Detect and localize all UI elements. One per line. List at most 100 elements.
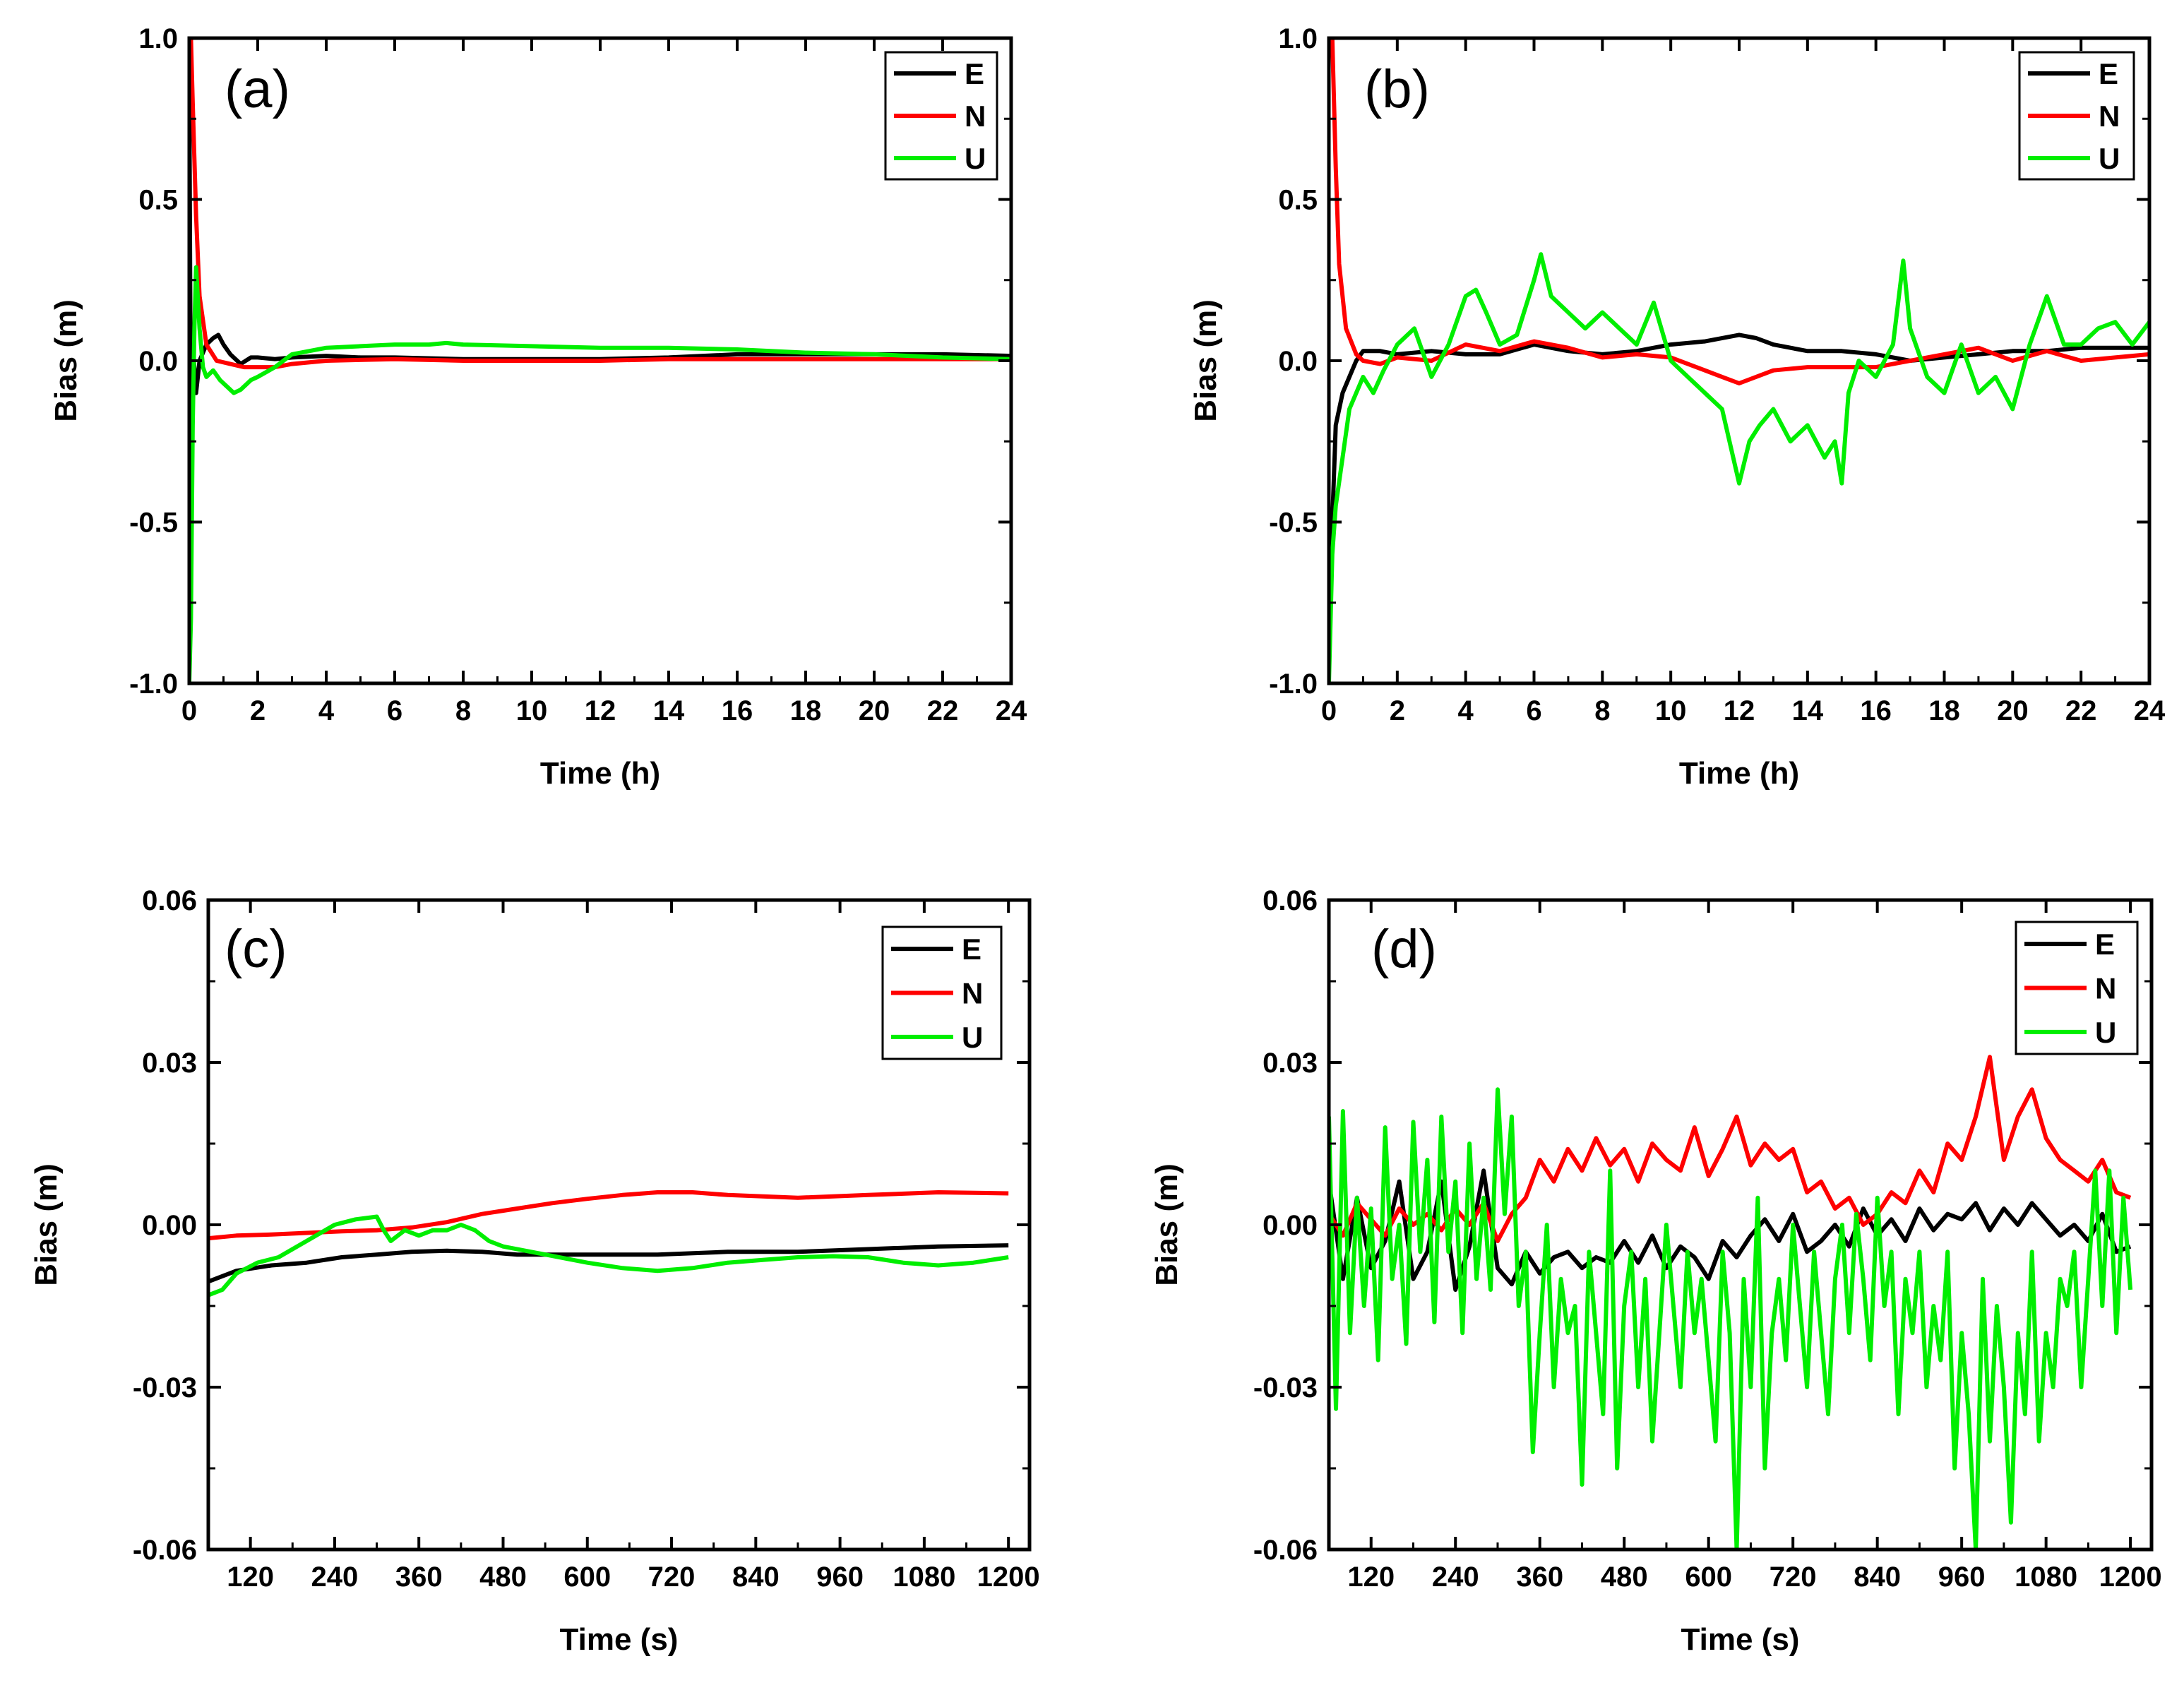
y-axis-title: Bias (m) [1188, 299, 1223, 422]
x-tick-label: 14 [653, 695, 685, 726]
series-group [208, 1190, 1009, 1298]
panel-b: 0 2 4 6 8 10 12 14 16 18 20 22 24-1.0-0.50.00.51.0Ti… [1188, 23, 2166, 791]
legend-label-E: E [2095, 928, 2115, 961]
panel-c: 120 240 360 480 600 720 840 960 1080 1200 -0.06 -0.… [29, 885, 1040, 1657]
y-tick-label: 0.5 [138, 185, 178, 216]
legend-label-N: N [2095, 972, 2116, 1005]
legend: ENU [884, 51, 998, 181]
x-tick-label: 960 [1938, 1562, 1986, 1593]
x-tick-label: 6 [1526, 695, 1541, 726]
x-tick-label: 10 [1655, 695, 1687, 726]
legend-label-U: U [2099, 142, 2120, 175]
series-line-U [1329, 252, 2149, 683]
x-tick-label: 0 [181, 695, 197, 726]
panel-a: 0 2 4 6 8 10 12 14 16 18 20 22 24-1.0-0.50.00.51.0Ti… [49, 23, 1027, 791]
y-tick-label: -0.06 [133, 1535, 197, 1566]
x-tick-label: 24 [996, 695, 1027, 726]
x-tick-label: 0 [1321, 695, 1337, 726]
x-tick-label: 18 [790, 695, 822, 726]
x-tick-label: 16 [1860, 695, 1892, 726]
legend-label-E: E [962, 933, 981, 966]
x-tick-label: 240 [1432, 1562, 1479, 1593]
series-line-U [208, 1214, 1009, 1298]
x-tick-label: 4 [318, 695, 335, 726]
x-tick-label: 20 [859, 695, 890, 726]
x-tick-label: 1080 [893, 1562, 955, 1593]
series-line-U [1329, 1087, 2133, 1550]
legend-label-U: U [962, 1021, 983, 1054]
x-tick-label: 1200 [977, 1562, 1040, 1593]
y-tick-label: 1.0 [138, 23, 178, 54]
x-tick-label: 2 [1390, 695, 1405, 726]
y-tick-label: -0.03 [1253, 1372, 1318, 1403]
x-tick-label: 960 [816, 1562, 864, 1593]
series-line-E [1329, 332, 2149, 603]
x-tick-label: 360 [395, 1562, 443, 1593]
x-tick-label: 360 [1516, 1562, 1563, 1593]
y-tick-label: -0.06 [1253, 1535, 1318, 1566]
x-tick-label: 240 [311, 1562, 359, 1593]
x-tick-label: 720 [1770, 1562, 1817, 1593]
series-line-N [189, 38, 1011, 370]
x-tick-label: 840 [1854, 1562, 1901, 1593]
panel-d: 120 240 360 480 600 720 840 960 1080 1200 -0.06 -0.… [1150, 885, 2162, 1657]
panel-label: (d) [1371, 919, 1437, 979]
x-tick-label: 120 [1347, 1562, 1395, 1593]
y-tick-label: 0.5 [1278, 185, 1318, 216]
y-tick-label: 0.06 [1263, 885, 1318, 916]
x-axis-title: Time (h) [540, 756, 660, 791]
y-tick-label: -1.0 [1269, 669, 1318, 700]
legend-label-E: E [2099, 57, 2118, 90]
legend-label-E: E [965, 57, 984, 90]
x-axis-title: Time (h) [1679, 756, 1799, 791]
series-line-N [208, 1190, 1009, 1241]
x-tick-label: 720 [648, 1562, 696, 1593]
series-line-E [208, 1243, 1009, 1284]
x-tick-label: 16 [722, 695, 753, 726]
x-tick-label: 20 [1997, 695, 2029, 726]
y-tick-label: -0.5 [129, 508, 178, 539]
y-tick-label: -0.03 [133, 1372, 197, 1403]
series-group [1329, 1055, 2133, 1550]
panel-label: (c) [225, 919, 287, 979]
y-tick-label: 0.00 [142, 1210, 197, 1241]
series-line-N [1329, 38, 2149, 385]
x-tick-label: 480 [479, 1562, 527, 1593]
x-tick-label: 8 [455, 695, 471, 726]
y-tick-label: 1.0 [1278, 23, 1318, 54]
x-axis-title: Time (s) [1681, 1622, 1800, 1657]
x-tick-label: 120 [227, 1562, 274, 1593]
y-tick-label: 0.0 [138, 346, 178, 377]
y-tick-label: 0.03 [142, 1048, 197, 1079]
x-tick-label: 6 [387, 695, 402, 726]
legend-label-U: U [965, 142, 986, 175]
series-line-U [189, 265, 1011, 683]
series-group [1329, 38, 2149, 683]
x-tick-label: 10 [516, 695, 548, 726]
x-tick-label: 1080 [2015, 1562, 2077, 1593]
legend: ENU [2015, 921, 2139, 1055]
x-tick-label: 2 [250, 695, 265, 726]
y-tick-label: 0.0 [1278, 346, 1318, 377]
y-axis-title: Bias (m) [1150, 1163, 1184, 1286]
x-tick-label: 480 [1601, 1562, 1648, 1593]
legend-label-N: N [962, 977, 983, 1010]
x-tick-label: 600 [1685, 1562, 1732, 1593]
y-axis-title: Bias (m) [49, 299, 83, 422]
x-tick-label: 12 [1724, 695, 1755, 726]
x-tick-label: 24 [2134, 695, 2166, 726]
x-tick-label: 1200 [2099, 1562, 2162, 1593]
series-group [189, 38, 1011, 683]
y-tick-label: 0.03 [1263, 1048, 1318, 1079]
panel-label: (b) [1364, 59, 1430, 119]
x-tick-label: 8 [1594, 695, 1610, 726]
x-tick-label: 12 [585, 695, 616, 726]
x-tick-label: 22 [2065, 695, 2097, 726]
x-tick-label: 600 [563, 1562, 611, 1593]
y-tick-label: -1.0 [129, 669, 178, 700]
x-tick-label: 22 [927, 695, 959, 726]
x-axis-title: Time (s) [560, 1622, 679, 1657]
x-tick-label: 4 [1458, 695, 1474, 726]
